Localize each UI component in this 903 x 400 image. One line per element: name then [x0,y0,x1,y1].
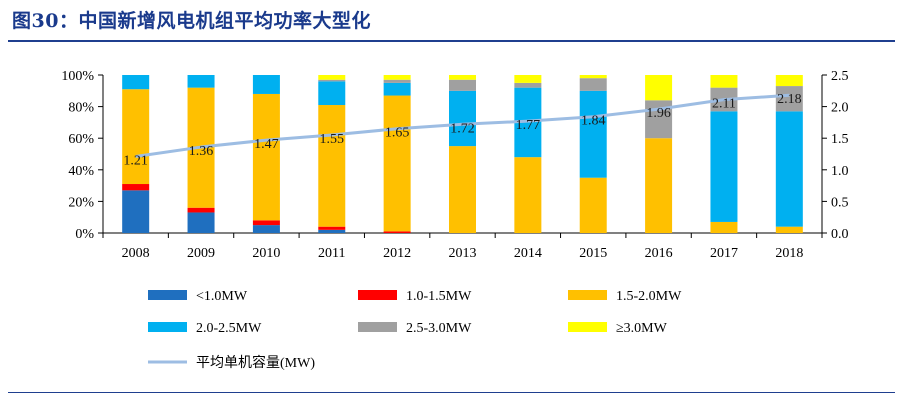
legend-label: 平均单机容量(MW) [196,354,315,371]
bar-segment [187,212,215,233]
bar-segment [449,75,476,80]
bar-segment [514,75,542,83]
bar-segment [252,225,280,233]
x-tick-label: 2009 [187,246,215,261]
legend-label: 1.0-1.5MW [406,289,472,304]
average-capacity-line [135,93,790,159]
bar-segment [579,75,607,79]
bar-segment [383,75,411,80]
legend-swatch [358,290,397,300]
left-tick-label: 80% [68,101,94,116]
bar-segment [383,95,411,232]
bar-segment [514,157,542,233]
x-tick-label: 2017 [710,246,738,261]
bar-segment [645,75,673,101]
bar-segment [775,86,803,112]
x-tick-label: 2010 [252,246,280,261]
bar-segment [318,75,346,80]
bar-segment [318,105,346,227]
chart-title: 图30：中国新增风电机组平均功率大型化 [12,10,371,32]
line-data-label: 1.55 [320,132,345,147]
line-data-label: 2.11 [712,97,736,112]
left-tick-label: 100% [61,69,94,84]
bar-segment [449,90,476,147]
bar-segment [775,226,803,233]
legend-label: 1.5-2.0MW [616,289,682,304]
line-data-label: 1.96 [646,106,671,121]
bar-segment [122,190,150,233]
legend-label: 2.0-2.5MW [196,321,262,336]
legend-swatch [568,290,607,300]
right-tick-label: 2.0 [831,101,849,116]
line-data-label: 1.84 [581,114,606,129]
x-tick-label: 2008 [122,246,150,261]
line-data-label: 1.21 [123,154,148,169]
bar-segment [383,231,411,233]
bar-segment [187,207,215,213]
bar-segment [318,226,346,230]
legend-swatch [358,322,397,332]
bar-segment [579,90,607,178]
legend-swatch [148,290,187,300]
line-data-label: 1.72 [450,121,475,136]
bar-segment [449,79,476,91]
bar-segment [775,75,803,87]
x-tick-label: 2012 [383,246,411,261]
bottom-divider [8,392,895,393]
left-tick-label: 60% [68,132,94,147]
x-tick-label: 2011 [318,246,345,261]
bar-segment [514,82,542,88]
bar-segment [579,78,607,91]
x-tick-label: 2018 [775,246,803,261]
line-data-label: 1.47 [254,137,279,152]
bar-segment [122,75,150,90]
bar-segment [318,81,346,106]
line-data-label: 1.65 [385,126,410,141]
right-tick-label: 1.0 [831,164,849,179]
bar-segment [383,79,411,83]
bar-segment [579,177,607,233]
line-data-label: 1.77 [516,118,541,133]
line-data-label: 2.18 [777,92,802,107]
bar-segment [318,229,346,233]
x-tick-label: 2015 [579,246,607,261]
x-tick-label: 2014 [514,246,542,261]
legend-swatch [148,322,187,332]
bar-segment [252,220,280,226]
bar-segment [318,79,346,82]
bar-segment [122,89,150,185]
legend-label: <1.0MW [196,289,248,304]
bar-segment [449,146,476,233]
legend-swatch [568,322,607,332]
bar-segment [775,111,803,227]
bar-segment [252,93,280,221]
right-tick-label: 0.5 [831,195,849,210]
right-tick-label: 2.5 [831,69,849,84]
right-tick-label: 0.0 [831,227,849,242]
bar-segment [710,75,738,88]
bar-segment [710,111,738,222]
title-divider [8,40,895,42]
line-data-label: 1.36 [189,144,214,159]
left-tick-label: 20% [68,195,94,210]
bar-segment [122,184,150,191]
right-tick-label: 1.5 [831,132,849,147]
bar-segment [383,82,411,96]
x-tick-label: 2016 [645,246,673,261]
x-tick-label: 2013 [449,246,477,261]
left-tick-label: 0% [75,227,94,242]
bar-segment [187,75,215,88]
bar-segment [710,221,738,233]
legend-label: 2.5-3.0MW [406,321,472,336]
legend-label: ≥3.0MW [616,321,668,336]
bar-segment [252,75,280,94]
left-tick-label: 40% [68,164,94,179]
bar-segment [645,138,673,233]
